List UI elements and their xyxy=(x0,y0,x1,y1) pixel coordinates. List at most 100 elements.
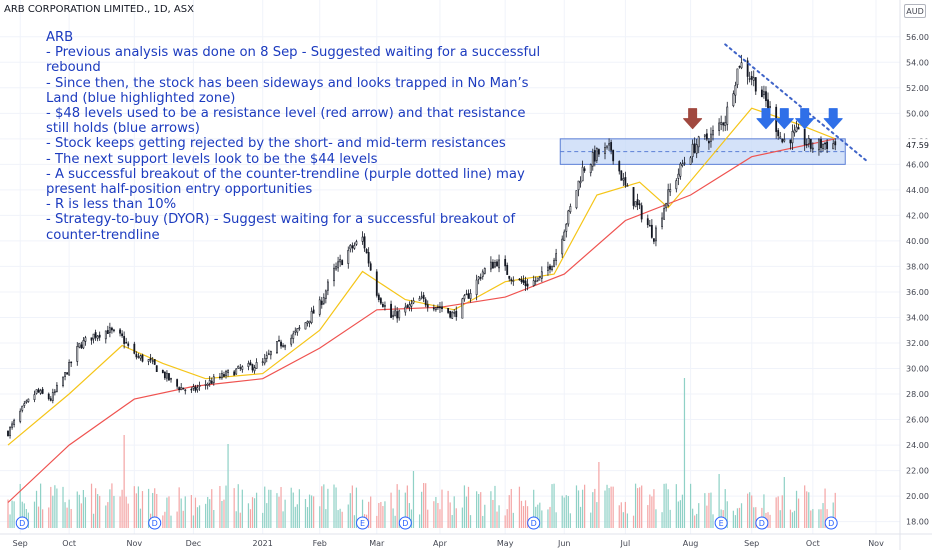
candle-body[interactable] xyxy=(237,365,240,369)
candle-body[interactable] xyxy=(392,314,395,318)
candle-body[interactable] xyxy=(326,281,329,291)
candle-body[interactable] xyxy=(339,259,342,263)
candle-body[interactable] xyxy=(610,142,613,151)
candle-body[interactable] xyxy=(767,99,769,109)
candle-body[interactable] xyxy=(111,327,113,331)
candle-body[interactable] xyxy=(612,149,615,162)
candle-body[interactable] xyxy=(9,427,11,437)
candle-body[interactable] xyxy=(361,236,364,242)
candle-body[interactable] xyxy=(481,271,484,277)
dividend-marker-icon[interactable] xyxy=(527,516,541,530)
candle-body[interactable] xyxy=(137,356,140,358)
candle-body[interactable] xyxy=(650,224,653,238)
candle-body[interactable] xyxy=(769,106,771,108)
candle-body[interactable] xyxy=(722,122,725,126)
candle-body[interactable] xyxy=(269,350,272,356)
candle-body[interactable] xyxy=(760,89,763,98)
candle-body[interactable] xyxy=(797,127,800,130)
candle-body[interactable] xyxy=(365,249,368,254)
candle-body[interactable] xyxy=(506,264,509,275)
candle-body[interactable] xyxy=(235,368,238,375)
candle-body[interactable] xyxy=(479,277,482,279)
counter-trendline[interactable] xyxy=(724,43,869,163)
candle-body[interactable] xyxy=(153,359,156,365)
candle-body[interactable] xyxy=(765,91,767,102)
candle-body[interactable] xyxy=(437,306,439,309)
candle-body[interactable] xyxy=(267,353,270,355)
candle-body[interactable] xyxy=(227,370,229,373)
candle-body[interactable] xyxy=(779,136,782,139)
candle-body[interactable] xyxy=(581,166,584,182)
candle-body[interactable] xyxy=(333,267,335,282)
candle-body[interactable] xyxy=(489,261,492,270)
candle-body[interactable] xyxy=(125,342,128,344)
candle-body[interactable] xyxy=(465,293,468,296)
candle-body[interactable] xyxy=(834,141,837,146)
candle-body[interactable] xyxy=(161,370,164,374)
candle-body[interactable] xyxy=(241,366,244,370)
candle-body[interactable] xyxy=(583,168,586,171)
dividend-marker-icon[interactable] xyxy=(15,516,29,530)
candle-body[interactable] xyxy=(206,383,209,386)
candle-body[interactable] xyxy=(669,189,672,193)
candle-body[interactable] xyxy=(284,344,287,348)
candle-body[interactable] xyxy=(113,329,115,332)
candle-body[interactable] xyxy=(253,367,256,372)
candle-body[interactable] xyxy=(35,389,38,394)
candle-body[interactable] xyxy=(294,330,297,333)
candle-body[interactable] xyxy=(534,280,537,282)
candle-body[interactable] xyxy=(82,340,85,349)
candle-body[interactable] xyxy=(7,430,9,437)
candle-body[interactable] xyxy=(21,405,24,411)
candle-body[interactable] xyxy=(394,310,397,317)
candle-body[interactable] xyxy=(210,380,213,384)
candle-body[interactable] xyxy=(532,280,535,286)
candle-body[interactable] xyxy=(710,133,712,142)
candle-body[interactable] xyxy=(396,311,399,319)
candle-body[interactable] xyxy=(618,161,621,172)
candle-body[interactable] xyxy=(763,91,765,96)
candle-body[interactable] xyxy=(441,306,443,310)
candle-body[interactable] xyxy=(251,364,254,371)
candle-body[interactable] xyxy=(123,336,126,344)
candle-body[interactable] xyxy=(27,398,30,402)
candle-body[interactable] xyxy=(526,283,529,287)
candle-body[interactable] xyxy=(467,293,470,299)
candle-body[interactable] xyxy=(561,238,564,255)
candle-body[interactable] xyxy=(147,359,150,362)
candle-body[interactable] xyxy=(663,208,666,220)
candle-body[interactable] xyxy=(261,361,264,363)
candle-body[interactable] xyxy=(675,180,678,190)
candle-body[interactable] xyxy=(404,306,407,313)
candle-body[interactable] xyxy=(648,225,651,227)
candle-body[interactable] xyxy=(353,245,356,249)
candle-body[interactable] xyxy=(439,306,441,309)
earnings-marker-icon[interactable] xyxy=(356,516,370,530)
candle-body[interactable] xyxy=(748,78,751,80)
candle-body[interactable] xyxy=(475,279,478,295)
candle-body[interactable] xyxy=(646,218,649,226)
candle-body[interactable] xyxy=(249,362,252,366)
candle-body[interactable] xyxy=(180,387,183,391)
candle-body[interactable] xyxy=(420,296,423,299)
candle-body[interactable] xyxy=(55,384,58,392)
candle-body[interactable] xyxy=(738,66,741,68)
currency-badge[interactable]: AUD xyxy=(904,4,926,18)
candle-body[interactable] xyxy=(121,333,124,337)
candle-body[interactable] xyxy=(66,372,69,375)
candle-body[interactable] xyxy=(608,143,610,146)
candle-body[interactable] xyxy=(239,367,242,369)
candle-body[interactable] xyxy=(410,303,413,307)
candle-body[interactable] xyxy=(754,77,757,92)
candle-body[interactable] xyxy=(108,327,111,333)
candle-body[interactable] xyxy=(504,258,507,267)
candle-body[interactable] xyxy=(665,203,668,209)
candle-body[interactable] xyxy=(469,293,472,300)
candle-body[interactable] xyxy=(92,333,95,340)
candle-body[interactable] xyxy=(693,143,696,153)
candle-body[interactable] xyxy=(190,388,193,391)
candle-body[interactable] xyxy=(624,177,627,186)
candle-body[interactable] xyxy=(634,201,637,208)
candle-body[interactable] xyxy=(789,139,792,144)
dividend-marker-icon[interactable] xyxy=(148,516,162,530)
